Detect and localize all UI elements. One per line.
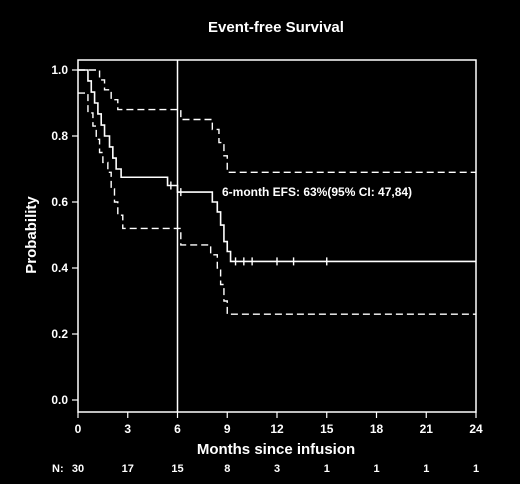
- y-tick-label: 0.6: [51, 195, 68, 209]
- risk-count: 1: [373, 463, 379, 475]
- risk-count: 17: [122, 463, 134, 475]
- risk-count: 15: [171, 463, 183, 475]
- x-tick-label: 18: [370, 422, 384, 436]
- y-axis-label: Probability: [23, 196, 40, 274]
- y-tick-label: 0.4: [51, 261, 68, 275]
- risk-count: 1: [324, 463, 330, 475]
- y-tick-label: 0.8: [51, 129, 68, 143]
- y-tick-label: 1.0: [51, 63, 68, 77]
- plot-frame: [77, 59, 477, 413]
- y-tick-label: 0.0: [51, 393, 68, 407]
- x-tick-label: 21: [420, 422, 434, 436]
- x-axis-label: Months since infusion: [197, 441, 355, 458]
- x-tick-label: 6: [174, 422, 181, 436]
- x-tick-label: 15: [320, 422, 334, 436]
- risk-count: 30: [72, 463, 84, 475]
- efs-annotation: 6-month EFS: 63%(95% CI: 47,84): [222, 185, 412, 199]
- risk-table-label: N:: [52, 463, 64, 475]
- x-tick-label: 12: [270, 422, 284, 436]
- x-tick-label: 9: [224, 422, 231, 436]
- y-tick-label: 0.2: [51, 327, 68, 341]
- x-tick-label: 0: [75, 422, 82, 436]
- survival-curve: [78, 69, 476, 263]
- risk-count: 1: [473, 463, 479, 475]
- risk-count: 8: [224, 463, 230, 475]
- x-tick-label: 3: [124, 422, 131, 436]
- confidence-bound-2: [78, 92, 476, 315]
- risk-count: 3: [274, 463, 280, 475]
- chart-title: Event-free Survival: [208, 19, 344, 36]
- plot-area: 0 3 6 9 12 15 18 21 240.00.20.40.60.81.0N: 30 17 15…: [51, 59, 483, 475]
- risk-count: 1: [423, 463, 429, 475]
- confidence-bound-1: [78, 69, 476, 173]
- x-tick-label: 24: [469, 422, 483, 436]
